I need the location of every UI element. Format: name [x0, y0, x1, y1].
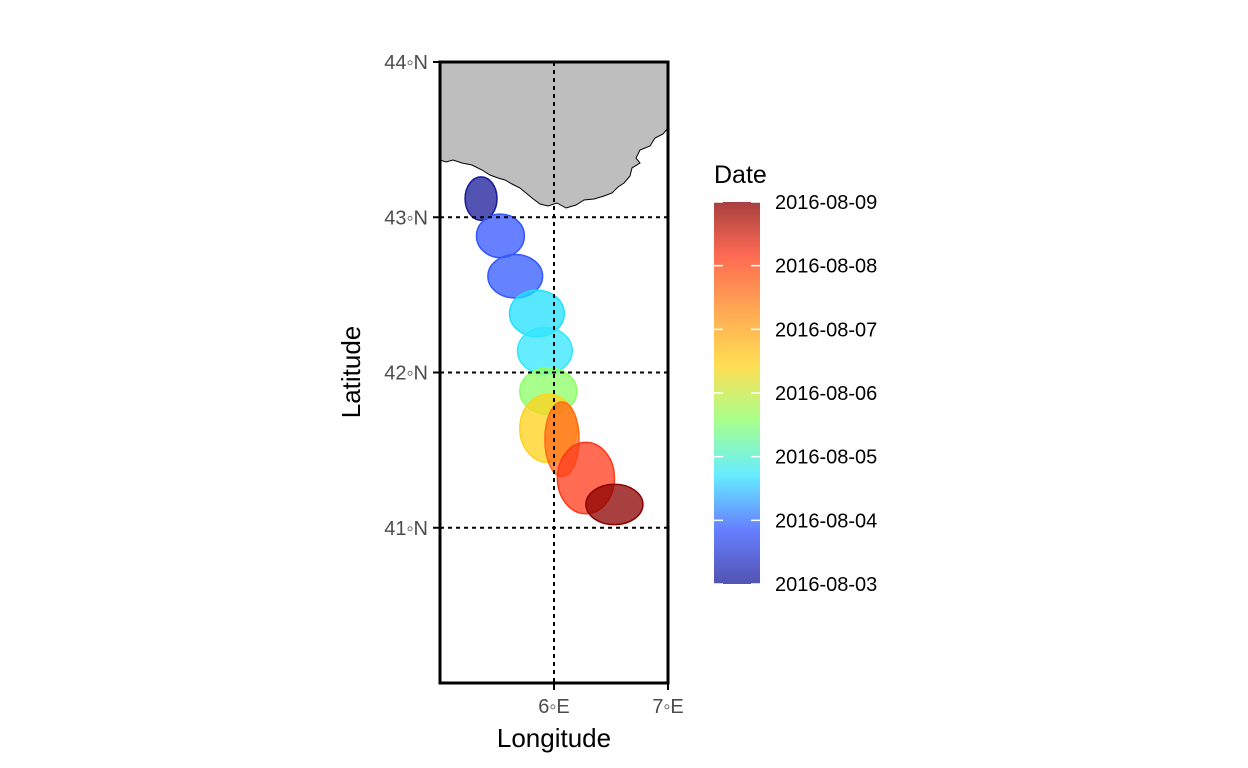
legend-title: Date: [714, 161, 767, 189]
legend-label: 2016-08-04: [775, 510, 877, 532]
x-tick-label: 6◦E: [538, 696, 570, 718]
x-tick-label: 7◦E: [652, 696, 684, 718]
drift-polygon: [464, 176, 498, 222]
legend-label: 2016-08-08: [775, 256, 877, 278]
y-axis-title: Latitude: [336, 326, 366, 419]
drift-polygon: [475, 213, 526, 259]
y-tick-label: 41◦N: [384, 518, 428, 540]
x-axis-title: Longitude: [497, 723, 611, 753]
y-tick-label: 42◦N: [384, 363, 428, 385]
y-tick-label: 43◦N: [384, 207, 428, 229]
x-axis: 6◦E 7◦E: [538, 683, 684, 718]
legend-label: 2016-08-06: [775, 383, 877, 405]
drift-polygon: [516, 326, 573, 375]
drift-polygons: [464, 176, 644, 526]
legend-label: 2016-08-07: [775, 319, 877, 341]
map-panel: [438, 60, 670, 685]
y-tick-label: 44◦N: [384, 52, 428, 74]
gridlines: [440, 62, 668, 683]
legend-labels: 2016-08-09 2016-08-08 2016-08-07 2016-08-06…: [714, 192, 877, 596]
legend-label: 2016-08-03: [775, 574, 877, 596]
drift-polygon: [585, 483, 644, 526]
drift-polygon: [487, 253, 544, 299]
legend-label: 2016-08-09: [775, 192, 877, 214]
legend-label: 2016-08-05: [775, 447, 877, 469]
legend: Date 2016-08-092016-08-082016-08-072016-…: [714, 161, 877, 596]
y-axis: 41◦N 42◦N 43◦N 44◦N: [384, 52, 440, 540]
